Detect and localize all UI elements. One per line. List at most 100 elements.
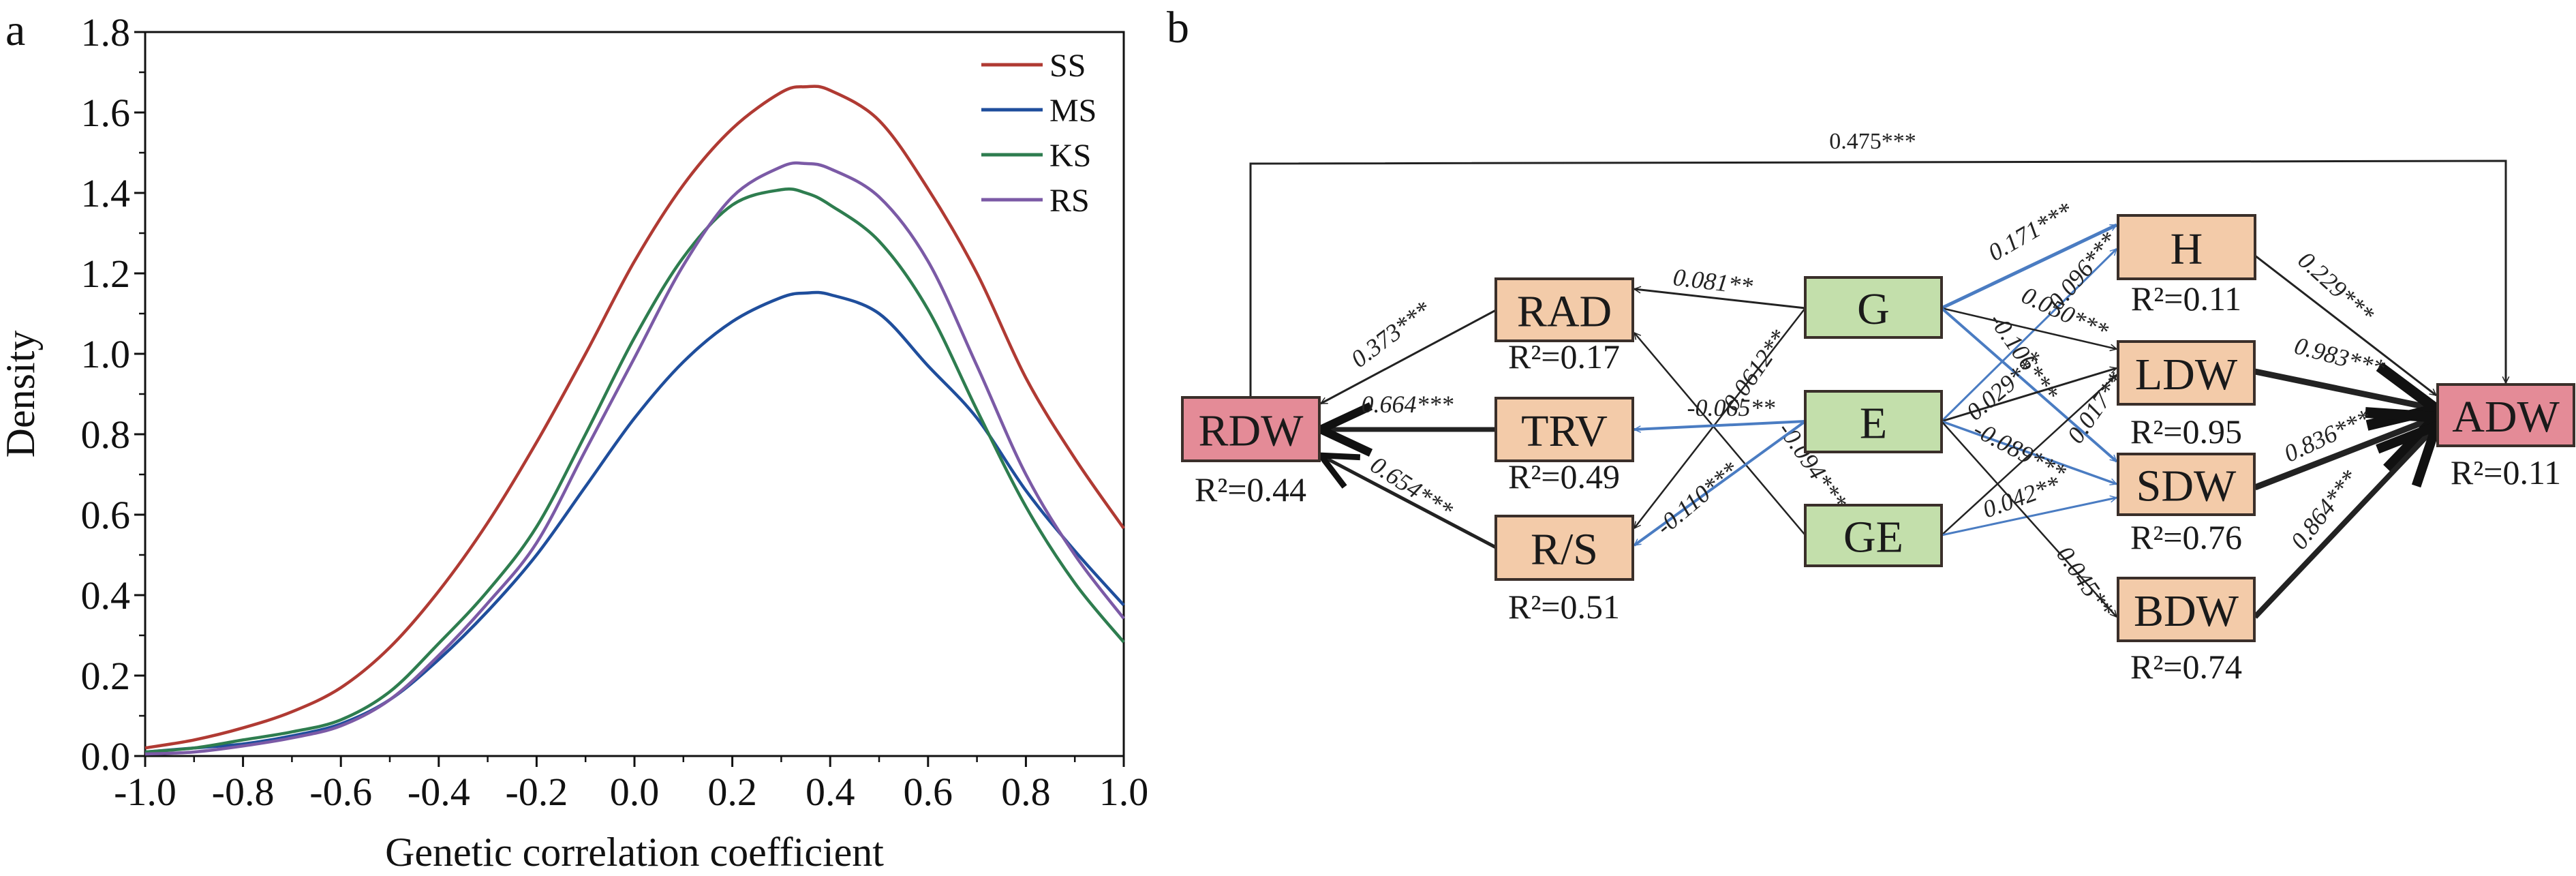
x-axis-title: Genetic correlation coefficient: [385, 830, 884, 875]
edge-e-to-trv: [1634, 420, 1806, 429]
panel-label-b: b: [1167, 3, 1189, 52]
x-tick-label: 0.0: [610, 770, 660, 814]
series-line-ss: [144, 85, 1125, 750]
node-box: [1181, 396, 1321, 462]
edge-ldw-to-adw: [2254, 372, 2436, 409]
y-tick-label: 0.2: [81, 654, 131, 698]
r-squared-label: R²=0.74: [2130, 648, 2242, 686]
node-label: G: [1857, 284, 1890, 334]
x-axis: -1.0 -0.8 -0.6 -0.4 -0.2 0.0 0.2 0.4 0.6 0.8 1.0: [114, 756, 1148, 814]
x-tick-label: 0.2: [707, 770, 757, 814]
node-box: [1494, 515, 1634, 581]
x-tick-label: 0.8: [1001, 770, 1051, 814]
r-squared-label: R²=0.76: [2130, 518, 2242, 556]
panel-label-a: a: [5, 5, 25, 55]
node-box: [1494, 277, 1634, 342]
node-box: [1494, 397, 1634, 462]
node-e: E: [1804, 390, 1943, 453]
y-tick-label: 0.6: [81, 493, 131, 537]
edge-e-to-ldw: [1941, 368, 2117, 423]
x-tick-label: -1.0: [114, 770, 177, 814]
edge-rdw-to-adw: [1249, 160, 2506, 397]
node-label: BDW: [2134, 586, 2239, 636]
y-tick-label: 1.0: [81, 332, 131, 376]
x-tick-label: -0.2: [505, 770, 568, 814]
edge-label: 0.983***: [2292, 332, 2388, 382]
edge-label: 0.475***: [1829, 129, 1916, 154]
node-box: [1804, 504, 1943, 567]
node-label: ADW: [2452, 392, 2560, 442]
x-tick-label: -0.8: [212, 770, 275, 814]
r-squared-label: R²=0.44: [1195, 470, 1306, 509]
r-squared-label: R²=0.17: [1508, 337, 1620, 376]
edge-g-to-sdw: [1940, 307, 2118, 463]
edge-e-to-rs: [1634, 420, 1807, 547]
edge-label: -0.110***: [1651, 456, 1743, 540]
node-adw: ADW R²=0.11: [2436, 383, 2575, 492]
node-box: [2117, 577, 2256, 642]
node-label: RAD: [1517, 287, 1612, 337]
edge-g-to-h: [1940, 223, 2117, 310]
r-squared-label: R²=0.51: [1508, 588, 1620, 626]
series-lines: [144, 85, 1125, 756]
node-rdw: RDW R²=0.44: [1181, 396, 1321, 509]
y-tick-label: 1.8: [81, 10, 131, 55]
legend: SS MS KS RS: [981, 48, 1097, 219]
node-ge: GE: [1804, 504, 1943, 567]
legend-label: MS: [1049, 93, 1097, 129]
density-chart: a -1.0 -0.8 -0.6 -0.4 -0.2 0.0 0.2 0.4 0.6 0.8 1.0…: [0, 5, 1148, 875]
r-squared-label: R²=0.49: [1508, 457, 1620, 496]
node-box: [1804, 390, 1943, 453]
edge-label: -0.065**: [1687, 394, 1775, 421]
node-box: [2117, 453, 2256, 516]
node-label: SDW: [2136, 462, 2237, 511]
edge-g-to-rs: [1634, 307, 1806, 528]
node-h: H R²=0.11: [2117, 214, 2256, 318]
y-axis: 0.0 0.2 0.4 0.6 0.8 1.0 1.2 1.4 1.6 1.8: [81, 10, 145, 779]
r-squared-label: R²=0.11: [2131, 280, 2241, 318]
x-tick-label: 1.0: [1099, 770, 1149, 814]
node-sdw: SDW R²=0.76: [2117, 453, 2256, 556]
node-g: G: [1804, 276, 1943, 339]
node-ldw: LDW R²=0.95: [2117, 340, 2256, 451]
edge-g-to-rad: [1634, 289, 1806, 309]
series-line-rs: [144, 161, 1125, 756]
node-label: R/S: [1531, 525, 1598, 575]
y-axis-title: Density: [0, 331, 43, 458]
edge-label: 0.045**: [2051, 541, 2119, 622]
edge-label: 0.171***: [1984, 197, 2077, 267]
edge-ge-to-ldw: [1941, 375, 2117, 536]
node-label: H: [2171, 224, 2203, 274]
node-rs: R/S R²=0.51: [1494, 515, 1634, 626]
y-tick-label: 1.2: [81, 252, 131, 296]
edge-e-to-bdw: [1941, 421, 2117, 617]
x-tick-label: -0.6: [309, 770, 372, 814]
legend-label: RS: [1049, 183, 1090, 219]
legend-label: KS: [1049, 138, 1091, 174]
node-label: TRV: [1521, 406, 1608, 456]
edge-label: 0.664***: [1362, 391, 1454, 418]
x-tick-label: 0.6: [904, 770, 953, 814]
plot-frame: [144, 31, 1125, 757]
node-box: [2436, 383, 2575, 447]
y-tick-label: 1.4: [81, 171, 131, 215]
edge-label: 0.373***: [1346, 296, 1436, 373]
node-label: LDW: [2135, 350, 2238, 399]
x-tick-label: 0.4: [806, 770, 855, 814]
edge-g-to-ldw: [1941, 307, 2117, 349]
edge-bdw-to-adw: [2253, 426, 2436, 619]
node-bdw: BDW R²=0.74: [2117, 577, 2256, 686]
edge-e-to-h: [1940, 249, 2117, 423]
y-tick-label: 0.8: [81, 412, 131, 457]
node-label: E: [1860, 399, 1887, 449]
edge-label: 0.229***: [2293, 246, 2379, 328]
node-box: [2117, 340, 2256, 406]
x-tick-label: -0.4: [408, 770, 470, 814]
y-tick-label: 0.0: [81, 734, 131, 779]
edge-ge-to-sdw: [1941, 498, 2117, 537]
edge-ge-to-rad: [1634, 333, 1806, 536]
edge-rs-to-rdw: [1321, 455, 1497, 549]
